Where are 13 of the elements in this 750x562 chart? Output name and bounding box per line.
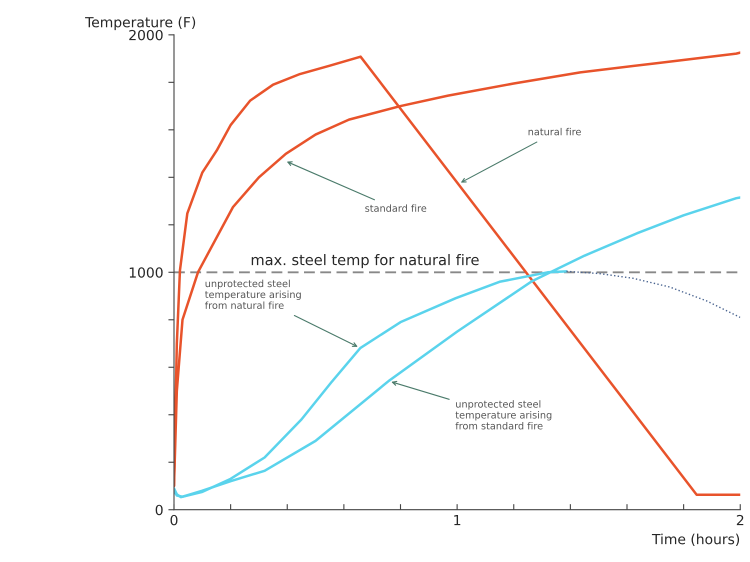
ref-line-label: max. steel temp for natural fire [252, 254, 479, 268]
x-axis-title: Time (hours) [652, 534, 740, 546]
y-axis-title: Temperature (F) [85, 16, 196, 30]
x-tick-label: 2 [736, 514, 744, 526]
y-tick-label: 0 [156, 504, 163, 516]
annotation: natural fire [528, 128, 581, 136]
annotation: unprotected steel temperature arising from standard fire [456, 400, 552, 430]
y-tick-label: 2000 [129, 30, 163, 40]
annotation: unprotected steel temperature arising from natural fire [204, 280, 301, 309]
y-tick-label: 1000 [130, 267, 163, 278]
x-tick-label: 0 [170, 514, 178, 526]
x-tick-label: 1 [454, 515, 460, 526]
annotation: standard fire [365, 204, 426, 212]
